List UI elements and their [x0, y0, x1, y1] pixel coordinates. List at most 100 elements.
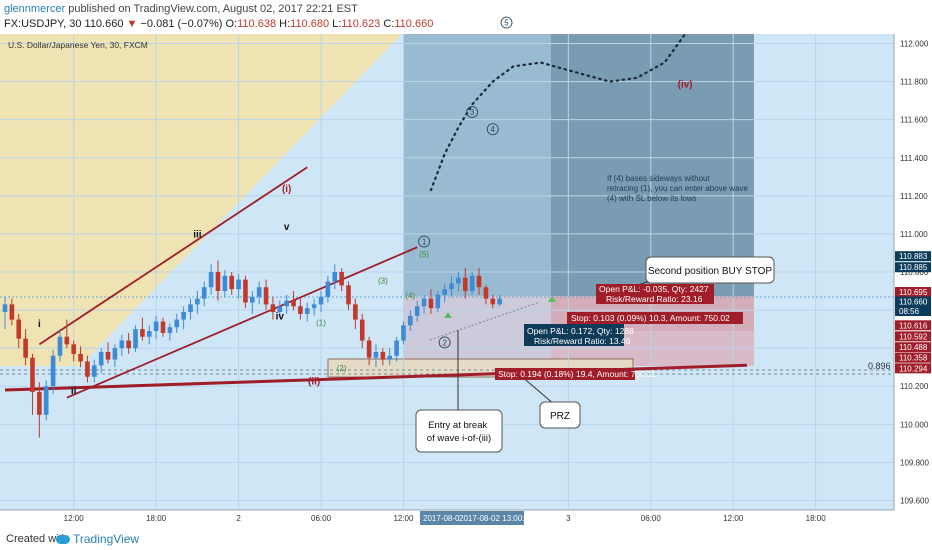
entry-text: Entry at break of wave i-of-(iii): [427, 420, 491, 444]
candle-up: [401, 325, 406, 341]
candle-up: [98, 351, 104, 366]
stop1-box: [567, 312, 743, 324]
candle-up: [195, 298, 200, 305]
price-scale[interactable]: 112.000 111.800 111.600 111.400 111.200 111.0…: [893, 34, 932, 510]
candle-down: [490, 298, 496, 305]
rr1-box: [596, 294, 714, 304]
candle-up: [435, 294, 441, 309]
candle-down: [160, 321, 166, 333]
stop1-text: Stop: 0.103 (0.09%) 10.3, Amount: 750.02: [571, 313, 730, 323]
trend-line: [66, 246, 418, 399]
candle-up: [332, 272, 338, 282]
price-tag-text: 110.885: [899, 263, 928, 272]
dotted-entry-line: [429, 301, 541, 341]
symbol-interval: FX:USDJPY, 30: [4, 18, 82, 30]
tradingview-brand: TradingView: [73, 532, 140, 546]
tradingview-logo[interactable]: TradingView: [56, 532, 139, 546]
candle-up: [408, 315, 413, 326]
candle-down: [126, 340, 131, 349]
last-price: 110.660: [84, 18, 124, 30]
x-tick-label: 2: [236, 514, 241, 523]
candle-up: [456, 277, 461, 284]
chart-header: glennmercer published on TradingView.com…: [0, 0, 932, 34]
circle-label-text: 1: [422, 238, 427, 247]
candle-down: [215, 272, 221, 292]
price-tag-text: 110.592: [899, 332, 928, 341]
x-tick-label: 06:00: [641, 514, 662, 523]
candle-up: [325, 281, 331, 297]
pnl1-text: Open P&L: -0.035, Qty: 2427: [599, 284, 709, 294]
candle-up: [387, 355, 393, 360]
candle-down: [16, 319, 22, 339]
price-chart[interactable]: 0.896 iiiiiiivv(i)(ii)(iv)(1)(2)(3)(4)(5…: [0, 0, 932, 528]
price-tag-text: 110.695: [899, 288, 928, 297]
stop2-text: Stop: 0.194 (0.18%) 19.4, Amount: 750.11: [498, 369, 656, 379]
signal-markers: [429, 296, 556, 341]
candle-down: [229, 275, 235, 290]
rr2-text: Risk/Reward Ratio: 13.46: [534, 336, 631, 346]
prz-callout[interactable]: [539, 401, 581, 429]
pnl2-box: [524, 324, 624, 346]
candle-up: [181, 311, 186, 320]
candle-down: [346, 285, 351, 305]
candle-up: [43, 386, 49, 415]
second-position-callout[interactable]: [645, 256, 775, 284]
wave-label: iii: [193, 230, 202, 241]
grid-lines: [0, 34, 894, 510]
wave-label: (5): [419, 250, 429, 259]
candle-down: [64, 336, 70, 345]
y-tick-label: 110.000: [900, 420, 929, 429]
candle-down: [476, 275, 482, 288]
candle-down: [483, 287, 489, 299]
candle-up: [112, 348, 118, 360]
pnl2-text: Open P&L: 0.172, Qty: 1288: [527, 326, 634, 336]
price-change: −0.081 (−0.07%): [140, 18, 223, 30]
entry-callout[interactable]: [415, 409, 503, 453]
projection-path: [429, 32, 687, 192]
price-tag: [895, 363, 931, 374]
price-tag-text: 110.358: [899, 354, 928, 363]
price-tag-text: 110.660: [899, 298, 928, 307]
candle-down: [291, 300, 296, 307]
y-tick-label: 111.600: [900, 116, 928, 125]
wave-label: v: [284, 222, 290, 233]
price-tag: [895, 342, 931, 353]
price-tag: [895, 306, 931, 317]
candle-down: [270, 304, 276, 312]
stop2-box: [495, 368, 635, 380]
wave-label: (ii): [308, 376, 320, 387]
candle-up: [174, 319, 180, 328]
tradingview-logo-icon: [56, 535, 70, 545]
wave-label: (3): [378, 276, 388, 285]
wave-label: ii: [71, 386, 77, 397]
wave-label: (2): [337, 364, 347, 373]
rr1-text: Risk/Reward Ratio: 23.16: [606, 294, 703, 304]
candle-up: [497, 298, 502, 305]
wave-label: (4): [405, 292, 415, 301]
circle-label-text: 2: [442, 338, 447, 347]
time-scale[interactable]: 2017-08-0 2017-08-02 13:00:00 12:00 18:00…: [0, 509, 932, 528]
open-value: 110.638: [237, 18, 277, 30]
y-tick-label: 111.000: [900, 230, 928, 239]
candle-down: [380, 351, 386, 360]
price-tag: [895, 320, 931, 331]
author-name[interactable]: glennmercer: [4, 3, 66, 15]
position-labels: Open P&L: -0.035, Qty: 2427 Risk/Reward …: [495, 284, 743, 380]
wave-label: (1): [316, 318, 326, 327]
price-tag: [895, 296, 931, 307]
candle-down: [9, 304, 15, 320]
price-tag: [895, 262, 931, 273]
publish-line: glennmercer published on TradingView.com…: [4, 3, 358, 15]
candle-down: [105, 351, 111, 360]
candle-down: [30, 357, 35, 392]
candle-up: [318, 296, 324, 305]
candle-up: [222, 275, 228, 292]
y-tick-label: 111.400: [900, 154, 928, 163]
candle-down: [263, 287, 269, 305]
candle-down: [37, 391, 42, 415]
candle-up: [153, 321, 159, 332]
wave-label: iv: [276, 312, 285, 323]
low-label: L:: [332, 18, 342, 30]
candle-up: [57, 336, 63, 356]
candle-up: [256, 287, 262, 297]
